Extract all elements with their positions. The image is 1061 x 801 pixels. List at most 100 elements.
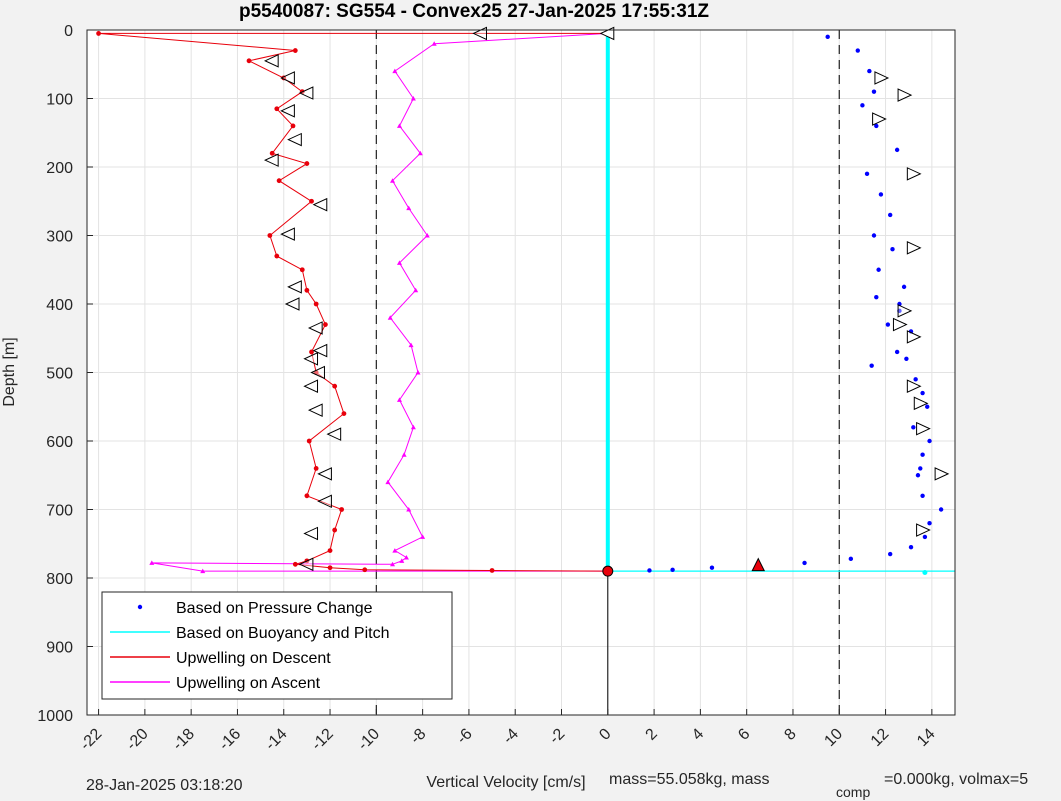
- pressure-point: [871, 89, 877, 94]
- pressure-point: [915, 473, 921, 478]
- x-tick-label: -10: [355, 725, 383, 753]
- pressure-point: [860, 103, 865, 108]
- x-tick-label: 8: [781, 725, 799, 743]
- legend: Based on Pressure Change Based on Buoyan…: [101, 591, 453, 700]
- descent-direction-marker: [298, 557, 314, 572]
- ascent-direction-marker: [916, 523, 931, 537]
- y-tick-label: 500: [46, 366, 73, 383]
- pressure-point: [911, 425, 916, 430]
- descent-point: [313, 466, 319, 471]
- descent-direction-marker: [303, 352, 319, 366]
- ascent-point: [403, 554, 409, 560]
- descent-direction-marker: [310, 365, 325, 380]
- y-axis-label: Depth [m]: [1, 337, 18, 406]
- ascent-point: [399, 558, 405, 563]
- pressure-point: [670, 567, 675, 572]
- y-tick-label: 400: [46, 297, 73, 314]
- pressure-point: [878, 192, 884, 197]
- pressure-point: [920, 452, 925, 457]
- ascent-point: [415, 370, 421, 375]
- ascent-point: [410, 424, 416, 430]
- ascent-point: [392, 68, 398, 74]
- descent-direction-marker: [312, 197, 328, 212]
- y-tick-label: 900: [46, 640, 73, 657]
- descent-point: [267, 233, 273, 238]
- x-tick-label: -14: [262, 725, 290, 753]
- ascent-point: [406, 507, 412, 512]
- ascent-point: [420, 534, 426, 539]
- pressure-point: [890, 247, 895, 252]
- descent-point: [332, 383, 338, 389]
- descent-direction-marker: [263, 153, 279, 167]
- descent-point: [309, 349, 314, 355]
- mass-label: mass=55.058kg, mass: [609, 771, 770, 788]
- ascent-point: [200, 568, 206, 574]
- ascent-point: [392, 548, 398, 553]
- descent-direction-marker: [287, 280, 302, 294]
- x-tick-label: 4: [689, 725, 707, 743]
- descent-point: [341, 411, 347, 416]
- pressure-point: [887, 212, 893, 218]
- x-tick-label: -6: [454, 725, 476, 747]
- ascent-point: [410, 96, 416, 101]
- ascent-point: [413, 287, 419, 293]
- pressure-point: [867, 68, 872, 74]
- ascent-direction-marker: [906, 241, 922, 255]
- y-tick-label: 0: [64, 23, 73, 40]
- ascent-point: [406, 205, 412, 211]
- y-tick-label: 700: [46, 503, 73, 520]
- ascent-point: [387, 315, 393, 320]
- descent-direction-marker: [307, 321, 323, 335]
- ascent-direction-marker: [897, 88, 913, 102]
- descent-point: [339, 507, 345, 512]
- x-tick-label: -18: [170, 725, 198, 753]
- x-tick-label: -2: [546, 725, 568, 747]
- ascent-direction-marker: [906, 167, 922, 181]
- ascent-direction-marker: [897, 304, 913, 318]
- pressure-point: [901, 284, 907, 290]
- descent-point: [313, 301, 319, 307]
- x-tick-label: 0: [596, 725, 614, 743]
- x-tick-label: -20: [123, 725, 151, 753]
- descent-point: [309, 198, 314, 204]
- ascent-point: [431, 41, 437, 46]
- x-tick-label: 14: [914, 725, 939, 750]
- descent-direction-marker: [263, 54, 279, 68]
- chart-title: p5540087: SG554 - Convex25 27-Jan-2025 1…: [239, 1, 709, 22]
- descent-point: [246, 58, 252, 64]
- pressure-point: [938, 507, 944, 512]
- pressure-point: [920, 493, 925, 498]
- descent-direction-marker: [317, 467, 332, 481]
- y-tick-label: 300: [46, 229, 73, 246]
- ascent-direction-marker: [892, 317, 908, 332]
- mass-comp-subscript: comp: [836, 784, 871, 800]
- ascent-direction-marker: [906, 379, 922, 393]
- ascent-point: [417, 150, 423, 156]
- descent-direction-marker: [303, 526, 319, 541]
- ascent-direction-marker: [913, 396, 929, 411]
- descent-line: [98, 32, 608, 572]
- descent-point: [304, 287, 310, 293]
- legend-swatch-pressure: [137, 604, 143, 610]
- pressure-point: [709, 565, 715, 570]
- descent-point: [292, 48, 298, 53]
- red-triangle-marker: [751, 557, 766, 572]
- pressure-point: [904, 356, 909, 361]
- x-axis-label: Vertical Velocity [cm/s]: [426, 774, 585, 791]
- x-tick-label: -4: [500, 725, 522, 747]
- descent-point: [274, 253, 280, 259]
- descent-direction-marker: [280, 71, 295, 85]
- descent-point: [292, 561, 298, 567]
- x-tick-label: 12: [868, 725, 893, 750]
- descent-direction-marker: [317, 494, 332, 509]
- descent-direction-marker: [326, 427, 342, 441]
- pressure-point: [908, 544, 914, 550]
- descent-point: [274, 106, 280, 112]
- pressure-point: [913, 377, 918, 382]
- descent-point: [489, 568, 495, 573]
- pressure-point: [855, 48, 860, 53]
- x-tick-label: -22: [77, 725, 105, 753]
- legend-label-descent: Upwelling on Descent: [176, 650, 331, 667]
- descent-direction-marker: [284, 297, 300, 311]
